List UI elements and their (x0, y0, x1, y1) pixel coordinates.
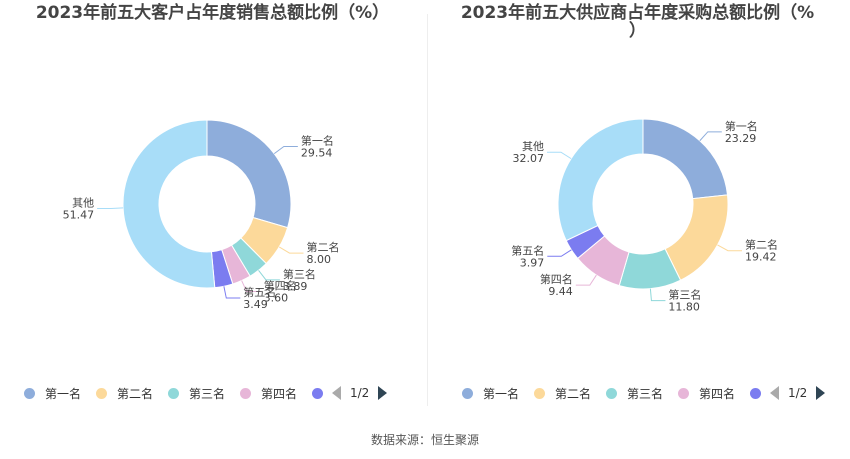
legend-marker (312, 387, 323, 399)
legend-marker (168, 387, 179, 399)
label-leader-line (546, 151, 572, 160)
legend-pager: 1/2 (332, 383, 388, 403)
chart-title: 2023年前五大供应商占年度采购总额比例（% ） (425, 4, 850, 40)
slice-category-label: 其他 (522, 140, 544, 153)
chart-title: 2023年前五大客户占年度销售总额比例（%） (0, 4, 425, 22)
slice-category-label: 第三名 (283, 267, 316, 281)
slice-category-label: 其他 (72, 196, 94, 209)
slice-category-label: 第二名 (745, 238, 778, 252)
legend-marker (534, 387, 545, 399)
slice-value-label: 32.07 (512, 152, 544, 165)
donut-slice[interactable] (122, 119, 216, 289)
legend-item-3[interactable]: 第三名 (606, 383, 663, 403)
label-leader-line (273, 145, 298, 155)
label-leader-line (278, 246, 304, 254)
legend-label: 第一名 (45, 386, 82, 401)
slice-value-label: 19.42 (745, 251, 777, 264)
legend-label: 第四名 (699, 386, 736, 401)
legend-item-5[interactable] (750, 383, 771, 403)
slice-category-label: 第五名 (511, 243, 544, 257)
label-leader-line (223, 286, 241, 299)
chart-legend: 第一名 第二名 第三名 第四名 1/2 (0, 383, 425, 403)
label-leader-line (547, 249, 572, 257)
slice-value-label: 3.60 (264, 291, 289, 304)
label-leader-line (241, 280, 261, 292)
legend-prev-icon[interactable] (770, 386, 779, 400)
slice-category-label: 第四名 (264, 278, 297, 292)
legend-marker (678, 387, 689, 399)
legend-marker (96, 387, 107, 399)
purchase-chart-panel: 2023年前五大供应商占年度采购总额比例（% ） 第一名 23.29 第二名 19.4… (425, 0, 850, 420)
slice-value-label: 29.54 (301, 146, 333, 159)
chart-title-line: ） (629, 21, 646, 41)
legend-label: 第一名 (483, 386, 520, 401)
slice-category-label: 第二名 (306, 240, 339, 254)
legend-page-indicator: 1/2 (350, 386, 370, 400)
legend-marker (240, 387, 251, 399)
legend-item-1[interactable]: 第一名 (24, 383, 81, 403)
slice-value-label: 9.44 (548, 285, 573, 298)
legend-marker (462, 387, 473, 399)
legend-prev-icon[interactable] (332, 386, 341, 400)
label-leader-line (717, 244, 742, 252)
slice-value-label: 51.47 (63, 208, 95, 221)
slice-category-label: 第四名 (540, 272, 573, 286)
legend-item-4[interactable]: 第四名 (240, 383, 297, 403)
slice-category-label: 第三名 (668, 288, 701, 302)
slice-value-label: 3.49 (243, 298, 267, 311)
slice-category-label: 第一名 (725, 119, 758, 133)
donut-slice[interactable] (642, 118, 729, 200)
legend-next-icon[interactable] (816, 386, 826, 400)
label-leader-line (97, 207, 124, 209)
legend-item-1[interactable]: 第一名 (462, 383, 519, 403)
legend-marker (606, 387, 617, 399)
legend-item-4[interactable]: 第四名 (678, 383, 735, 403)
label-leader-line (575, 274, 597, 286)
legend-marker (24, 387, 35, 399)
legend-item-2[interactable]: 第二名 (96, 383, 153, 403)
legend-page-indicator: 1/2 (788, 386, 808, 400)
slice-value-label: 3.89 (283, 280, 308, 293)
legend-pager: 1/2 (770, 383, 826, 403)
donut-slice[interactable] (206, 119, 292, 229)
donut-slice[interactable] (557, 118, 644, 242)
chart-title-line: 2023年前五大客户占年度销售总额比例（%） (35, 3, 390, 23)
slice-category-label: 第五名 (243, 285, 276, 299)
legend-marker (750, 387, 761, 399)
label-leader-line (649, 288, 666, 302)
sales-chart-panel: 2023年前五大客户占年度销售总额比例（%） 第一名 29.54 第二名 8.00 第三… (0, 0, 425, 420)
legend-label: 第三名 (189, 386, 226, 401)
slice-category-label: 第一名 (301, 133, 334, 147)
legend-item-2[interactable]: 第二名 (534, 383, 591, 403)
chart-legend: 第一名 第二名 第三名 第四名 1/2 (425, 383, 850, 403)
label-leader-line (699, 131, 722, 142)
legend-item-5[interactable] (312, 383, 333, 403)
legend-label: 第二名 (117, 386, 154, 401)
panel-divider (427, 14, 428, 406)
legend-label: 第四名 (261, 386, 298, 401)
data-source-note: 数据来源：恒生聚源 (370, 433, 479, 447)
slice-value-label: 23.29 (725, 132, 757, 145)
label-leader-line (258, 270, 280, 281)
slice-value-label: 8.00 (306, 253, 331, 266)
legend-item-3[interactable]: 第三名 (168, 383, 225, 403)
legend-label: 第三名 (627, 386, 664, 401)
legend-label: 第二名 (555, 386, 592, 401)
slice-value-label: 3.97 (520, 256, 545, 269)
chart-title-line: 2023年前五大供应商占年度采购总额比例（% (460, 3, 815, 23)
legend-next-icon[interactable] (378, 386, 388, 400)
slice-value-label: 11.80 (668, 301, 700, 314)
